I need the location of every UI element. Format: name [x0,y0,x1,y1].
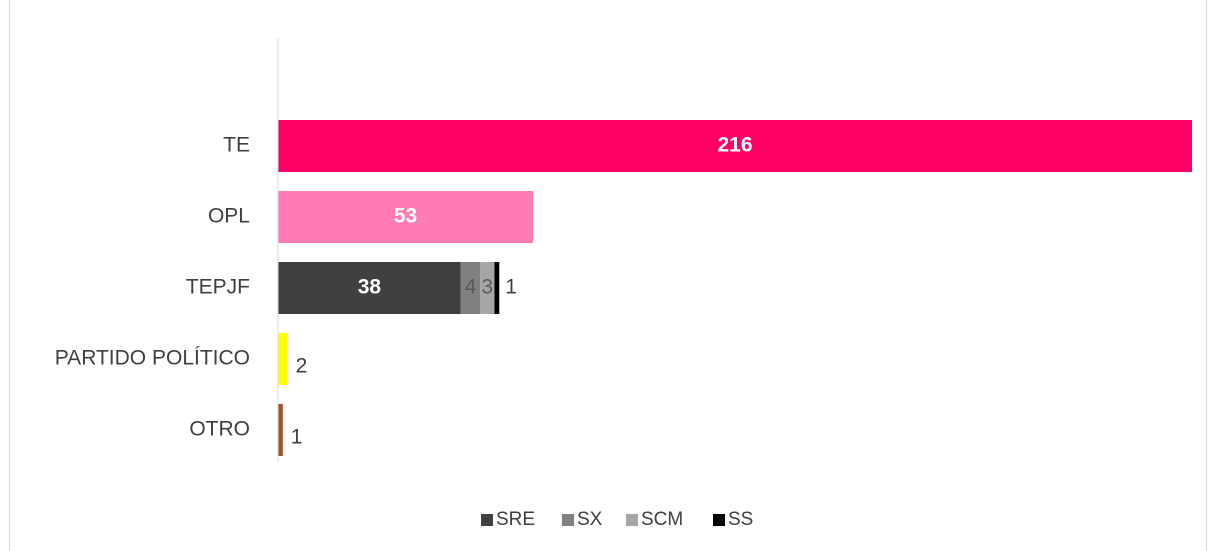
legend-swatch [481,514,493,526]
plot-area [278,120,1192,456]
y-tick-label: TEPJF [186,276,250,299]
y-tick-label: OTRO [189,418,250,441]
data-label: 38 [358,276,382,299]
legend-label: SCM [641,509,683,530]
y-tick-label: TE [223,134,250,157]
legend-label: SX [577,509,603,530]
data-label: 216 [717,134,752,157]
data-label: 2 [296,355,308,378]
data-label: 1 [291,426,303,449]
legend-swatch [562,514,574,526]
data-label: 3 [481,276,493,299]
bar [278,191,533,243]
bar-segment [460,262,481,314]
legend-swatch [713,514,725,526]
bar-segment [494,262,500,314]
bar-segment [278,262,461,314]
bar-segment [480,262,495,314]
data-label: 1 [505,276,517,299]
y-tick-label: OPL [208,205,250,228]
y-tick-label: PARTIDO POLÍTICO [55,347,250,370]
data-label: 53 [394,205,417,228]
bar [278,404,283,456]
data-label: 4 [465,276,477,299]
chart-frame [9,0,1207,551]
legend-swatch [626,514,638,526]
bar [278,333,288,385]
bar [278,120,1192,172]
legend-label: SRE [496,509,535,530]
legend-label: SS [728,509,753,530]
